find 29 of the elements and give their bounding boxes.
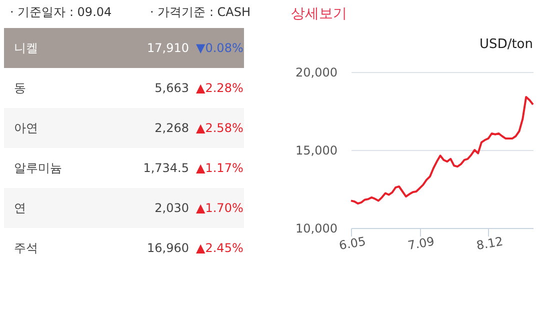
y-tick-label: 20,000: [296, 66, 338, 80]
y-axis-title: USD/ton: [480, 37, 533, 52]
text: 2,030: [154, 201, 189, 215]
text: ▲1.70%: [196, 201, 244, 215]
x-tick-label: 7.09: [406, 234, 436, 253]
text: 동: [14, 81, 26, 95]
y-tick-label: 10,000: [296, 222, 338, 236]
text: ▲2.45%: [196, 241, 244, 255]
line-series: [350, 96, 534, 205]
text: ▲1.17%: [196, 161, 244, 175]
x-tick-label: 8.12: [475, 234, 504, 253]
text: 5,663: [154, 81, 189, 95]
text: ▲2.28%: [196, 81, 244, 95]
text: 상세보기: [291, 6, 347, 22]
text: 1,734.5: [143, 161, 189, 175]
text: · 기준일자 : 09.04: [10, 5, 112, 19]
text: 니켈: [14, 41, 38, 55]
text: · 가격기준 : CASH: [150, 5, 251, 19]
text: 아연: [14, 121, 38, 135]
text: 16,960: [147, 241, 189, 255]
text: ▼0.08%: [196, 41, 244, 55]
x-tick-label: 6.05: [338, 234, 367, 253]
text: 2,268: [154, 121, 189, 135]
text: ▲2.58%: [196, 121, 244, 135]
text: 연: [14, 201, 26, 215]
text: 17,910: [147, 41, 189, 55]
text: 알루미늄: [14, 161, 62, 175]
text: 주석: [14, 241, 38, 255]
y-tick-label: 15,000: [296, 144, 338, 158]
